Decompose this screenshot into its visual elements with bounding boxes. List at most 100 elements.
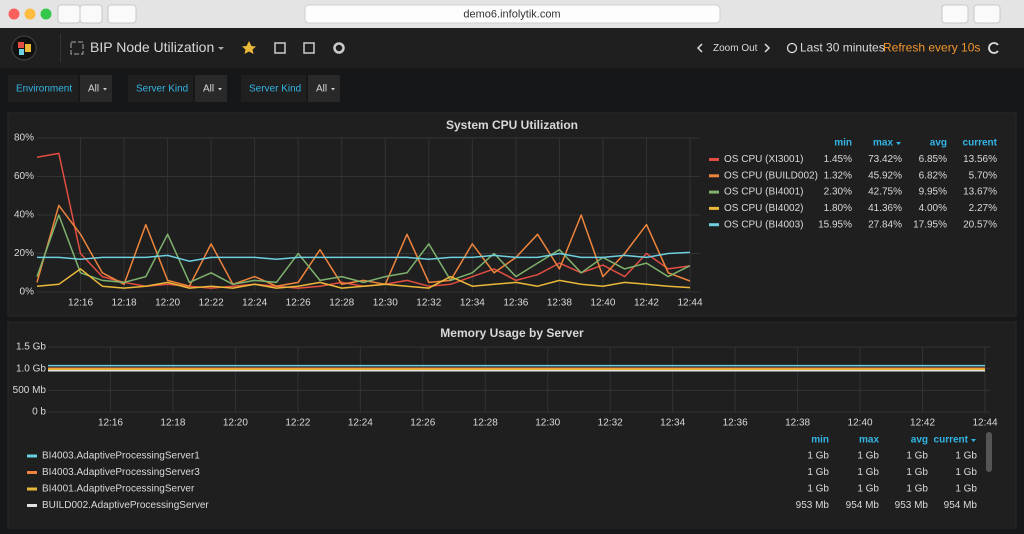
legend-value: 6.82% [919,170,947,181]
x-tick-label: 12:34 [660,418,685,429]
share-button[interactable] [942,5,968,23]
legend-header: max [859,435,879,446]
x-tick-label: 12:26 [410,418,435,429]
sidebar-button[interactable] [108,5,136,23]
x-tick-label: 12:34 [460,298,485,309]
x-tick-label: 12:32 [416,298,441,309]
x-tick-label: 12:36 [503,298,528,309]
x-tick-label: 12:20 [155,298,180,309]
legend-value: 1 Gb [906,451,928,462]
legend-header: avg [930,138,947,149]
panel-title: System CPU Utilization [446,118,578,132]
legend-value: 13.56% [963,154,997,165]
legend-value: 41.36% [868,203,902,214]
logo-mark [18,42,24,48]
refresh-interval[interactable]: Refresh every 10s [883,41,980,55]
x-tick-label: 12:40 [848,418,873,429]
legend-name[interactable]: BI4003.AdaptiveProcessingServer3 [42,467,200,478]
legend-value: 6.85% [919,154,947,165]
legend-header: min [834,138,852,149]
legend-value: 27.84% [868,219,902,230]
x-tick-label: 12:30 [373,298,398,309]
legend-header: max [873,138,893,149]
legend-value: 4.00% [919,203,947,214]
y-tick-label: 0 b [32,407,46,418]
legend-value: 20.57% [963,219,997,230]
url: demo6.infolytik.com [463,8,560,20]
x-tick-label: 12:42 [634,298,659,309]
template-variables: Environment All Server Kind All Server Kind A… [8,75,340,102]
x-tick-label: 12:36 [723,418,748,429]
variable-label: Server Kind [249,84,301,95]
variable-value[interactable]: All [203,84,214,95]
legend-name[interactable]: OS CPU (XI3001) [724,154,803,165]
legend-value: 17.95% [913,219,947,230]
x-tick-label: 12:24 [242,298,267,309]
maximize-button[interactable] [41,9,52,20]
logo-mark [25,44,31,52]
dashboard-title[interactable]: BIP Node Utilization [90,39,214,55]
legend-name[interactable]: OS CPU (BUILD002) [724,170,818,181]
x-tick-label: 12:40 [590,298,615,309]
legend-value: 1 Gb [857,484,879,495]
tabs-button[interactable] [974,5,1000,23]
x-tick-label: 12:22 [285,418,310,429]
legend-value: 1 Gb [857,467,879,478]
x-tick-label: 12:30 [535,418,560,429]
x-tick-label: 12:32 [598,418,623,429]
x-tick-label: 12:38 [785,418,810,429]
x-tick-label: 12:28 [473,418,498,429]
legend-header: avg [911,435,928,446]
legend-value: 5.70% [969,170,997,181]
legend-value: 45.92% [868,170,902,181]
variable-label: Server Kind [136,84,188,95]
y-tick-label: 40% [14,210,34,221]
legend-value: 1 Gb [807,451,829,462]
legend-value: 954 Mb [846,500,880,511]
legend-value: 1.45% [824,154,852,165]
x-tick-label: 12:18 [112,298,137,309]
x-tick-label: 12:38 [547,298,572,309]
x-tick-label: 12:20 [223,418,248,429]
legend-value: 1 Gb [807,467,829,478]
scrollbar[interactable] [986,432,992,472]
legend-value: 1 Gb [906,467,928,478]
legend-value: 1 Gb [955,484,977,495]
legend-header: current [934,435,969,446]
x-tick-label: 12:18 [160,418,185,429]
minimize-button[interactable] [25,9,36,20]
y-tick-label: 60% [14,171,34,182]
x-tick-label: 12:28 [329,298,354,309]
back-button[interactable] [58,5,80,23]
forward-button[interactable] [80,5,102,23]
variable-value[interactable]: All [88,84,99,95]
close-button[interactable] [9,9,20,20]
legend-name[interactable]: BI4001.AdaptiveProcessingServer [42,484,195,495]
variable-label: Environment [16,84,72,95]
variable-value[interactable]: All [316,84,327,95]
legend-value: 2.27% [969,203,997,214]
legend-name[interactable]: BUILD002.AdaptiveProcessingServer [42,500,209,511]
legend-header: min [811,435,829,446]
legend-value: 1 Gb [857,451,879,462]
legend-value: 1 Gb [955,451,977,462]
x-tick-label: 12:42 [910,418,935,429]
legend-value: 1.32% [824,170,852,181]
legend-value: 953 Mb [796,500,830,511]
x-tick-label: 12:44 [972,418,997,429]
legend-name[interactable]: OS CPU (BI4002) [724,203,803,214]
zoom-out[interactable]: Zoom Out [713,43,758,54]
legend-value: 954 Mb [944,500,978,511]
legend-name[interactable]: BI4003.AdaptiveProcessingServer1 [42,451,200,462]
x-tick-label: 12:16 [68,298,93,309]
legend-value: 9.95% [919,187,947,198]
legend-name[interactable]: OS CPU (BI4001) [724,187,803,198]
time-range[interactable]: Last 30 minutes [800,41,885,55]
y-tick-label: 80% [14,133,34,144]
legend-name[interactable]: OS CPU (BI4003) [724,219,803,230]
x-tick-label: 12:24 [348,418,373,429]
y-tick-label: 1.5 Gb [16,342,46,353]
y-tick-label: 20% [14,248,34,259]
legend-value: 953 Mb [895,500,929,511]
